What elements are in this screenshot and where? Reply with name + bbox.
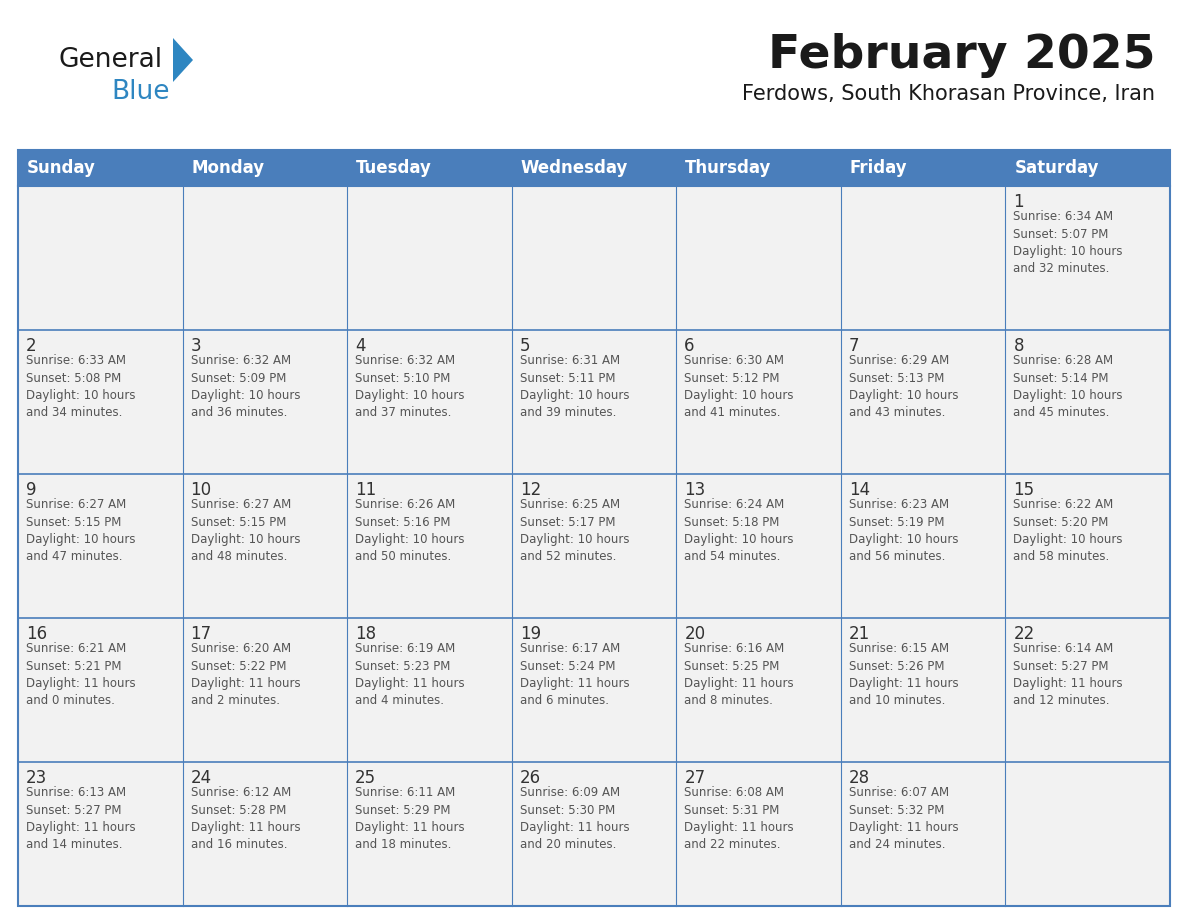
Text: Sunrise: 6:27 AM
Sunset: 5:15 PM
Daylight: 10 hours
and 47 minutes.: Sunrise: 6:27 AM Sunset: 5:15 PM Dayligh… xyxy=(26,498,135,564)
Text: Sunrise: 6:29 AM
Sunset: 5:13 PM
Daylight: 10 hours
and 43 minutes.: Sunrise: 6:29 AM Sunset: 5:13 PM Dayligh… xyxy=(849,354,959,420)
Text: Sunrise: 6:26 AM
Sunset: 5:16 PM
Daylight: 10 hours
and 50 minutes.: Sunrise: 6:26 AM Sunset: 5:16 PM Dayligh… xyxy=(355,498,465,564)
Text: Ferdows, South Khorasan Province, Iran: Ferdows, South Khorasan Province, Iran xyxy=(742,84,1155,104)
Text: 19: 19 xyxy=(519,625,541,643)
Text: 14: 14 xyxy=(849,481,870,499)
Text: Sunrise: 6:33 AM
Sunset: 5:08 PM
Daylight: 10 hours
and 34 minutes.: Sunrise: 6:33 AM Sunset: 5:08 PM Dayligh… xyxy=(26,354,135,420)
Text: 6: 6 xyxy=(684,337,695,355)
Text: Thursday: Thursday xyxy=(685,159,772,177)
Text: 7: 7 xyxy=(849,337,859,355)
Text: Sunrise: 6:19 AM
Sunset: 5:23 PM
Daylight: 11 hours
and 4 minutes.: Sunrise: 6:19 AM Sunset: 5:23 PM Dayligh… xyxy=(355,642,465,708)
Text: 4: 4 xyxy=(355,337,366,355)
Text: Sunrise: 6:30 AM
Sunset: 5:12 PM
Daylight: 10 hours
and 41 minutes.: Sunrise: 6:30 AM Sunset: 5:12 PM Dayligh… xyxy=(684,354,794,420)
Text: Sunrise: 6:27 AM
Sunset: 5:15 PM
Daylight: 10 hours
and 48 minutes.: Sunrise: 6:27 AM Sunset: 5:15 PM Dayligh… xyxy=(190,498,301,564)
Bar xyxy=(18,186,1170,330)
Text: Sunrise: 6:21 AM
Sunset: 5:21 PM
Daylight: 11 hours
and 0 minutes.: Sunrise: 6:21 AM Sunset: 5:21 PM Dayligh… xyxy=(26,642,135,708)
Text: Sunrise: 6:23 AM
Sunset: 5:19 PM
Daylight: 10 hours
and 56 minutes.: Sunrise: 6:23 AM Sunset: 5:19 PM Dayligh… xyxy=(849,498,959,564)
Text: 11: 11 xyxy=(355,481,377,499)
Text: 24: 24 xyxy=(190,769,211,787)
Text: Sunrise: 6:24 AM
Sunset: 5:18 PM
Daylight: 10 hours
and 54 minutes.: Sunrise: 6:24 AM Sunset: 5:18 PM Dayligh… xyxy=(684,498,794,564)
Text: 5: 5 xyxy=(519,337,530,355)
Text: Tuesday: Tuesday xyxy=(356,159,432,177)
Text: 9: 9 xyxy=(26,481,37,499)
Bar xyxy=(18,618,1170,762)
Text: Saturday: Saturday xyxy=(1015,159,1099,177)
Text: 16: 16 xyxy=(26,625,48,643)
Text: Sunrise: 6:17 AM
Sunset: 5:24 PM
Daylight: 11 hours
and 6 minutes.: Sunrise: 6:17 AM Sunset: 5:24 PM Dayligh… xyxy=(519,642,630,708)
Text: Friday: Friday xyxy=(849,159,908,177)
Bar xyxy=(18,762,1170,906)
Text: 2: 2 xyxy=(26,337,37,355)
Text: General: General xyxy=(58,47,162,73)
Text: Sunrise: 6:20 AM
Sunset: 5:22 PM
Daylight: 11 hours
and 2 minutes.: Sunrise: 6:20 AM Sunset: 5:22 PM Dayligh… xyxy=(190,642,301,708)
Text: 17: 17 xyxy=(190,625,211,643)
Bar xyxy=(18,150,1170,186)
Text: Sunrise: 6:22 AM
Sunset: 5:20 PM
Daylight: 10 hours
and 58 minutes.: Sunrise: 6:22 AM Sunset: 5:20 PM Dayligh… xyxy=(1013,498,1123,564)
Bar xyxy=(18,150,1170,906)
Text: 8: 8 xyxy=(1013,337,1024,355)
Text: Sunrise: 6:28 AM
Sunset: 5:14 PM
Daylight: 10 hours
and 45 minutes.: Sunrise: 6:28 AM Sunset: 5:14 PM Dayligh… xyxy=(1013,354,1123,420)
Text: 20: 20 xyxy=(684,625,706,643)
Text: Sunrise: 6:31 AM
Sunset: 5:11 PM
Daylight: 10 hours
and 39 minutes.: Sunrise: 6:31 AM Sunset: 5:11 PM Dayligh… xyxy=(519,354,630,420)
Text: 22: 22 xyxy=(1013,625,1035,643)
Text: Sunrise: 6:16 AM
Sunset: 5:25 PM
Daylight: 11 hours
and 8 minutes.: Sunrise: 6:16 AM Sunset: 5:25 PM Dayligh… xyxy=(684,642,794,708)
Text: 12: 12 xyxy=(519,481,541,499)
Text: Sunrise: 6:11 AM
Sunset: 5:29 PM
Daylight: 11 hours
and 18 minutes.: Sunrise: 6:11 AM Sunset: 5:29 PM Dayligh… xyxy=(355,786,465,852)
Text: 26: 26 xyxy=(519,769,541,787)
Text: Sunrise: 6:25 AM
Sunset: 5:17 PM
Daylight: 10 hours
and 52 minutes.: Sunrise: 6:25 AM Sunset: 5:17 PM Dayligh… xyxy=(519,498,630,564)
Text: February 2025: February 2025 xyxy=(767,33,1155,79)
Text: 28: 28 xyxy=(849,769,870,787)
Text: Sunrise: 6:07 AM
Sunset: 5:32 PM
Daylight: 11 hours
and 24 minutes.: Sunrise: 6:07 AM Sunset: 5:32 PM Dayligh… xyxy=(849,786,959,852)
Text: 23: 23 xyxy=(26,769,48,787)
Bar xyxy=(18,474,1170,618)
Text: 10: 10 xyxy=(190,481,211,499)
Text: Wednesday: Wednesday xyxy=(520,159,628,177)
Text: Sunrise: 6:09 AM
Sunset: 5:30 PM
Daylight: 11 hours
and 20 minutes.: Sunrise: 6:09 AM Sunset: 5:30 PM Dayligh… xyxy=(519,786,630,852)
Text: Sunrise: 6:32 AM
Sunset: 5:09 PM
Daylight: 10 hours
and 36 minutes.: Sunrise: 6:32 AM Sunset: 5:09 PM Dayligh… xyxy=(190,354,301,420)
Text: 25: 25 xyxy=(355,769,377,787)
Polygon shape xyxy=(173,38,192,82)
Text: Sunrise: 6:32 AM
Sunset: 5:10 PM
Daylight: 10 hours
and 37 minutes.: Sunrise: 6:32 AM Sunset: 5:10 PM Dayligh… xyxy=(355,354,465,420)
Text: Sunday: Sunday xyxy=(27,159,96,177)
Text: Sunrise: 6:08 AM
Sunset: 5:31 PM
Daylight: 11 hours
and 22 minutes.: Sunrise: 6:08 AM Sunset: 5:31 PM Dayligh… xyxy=(684,786,794,852)
Text: 15: 15 xyxy=(1013,481,1035,499)
Text: 27: 27 xyxy=(684,769,706,787)
Text: Sunrise: 6:15 AM
Sunset: 5:26 PM
Daylight: 11 hours
and 10 minutes.: Sunrise: 6:15 AM Sunset: 5:26 PM Dayligh… xyxy=(849,642,959,708)
Text: Sunrise: 6:14 AM
Sunset: 5:27 PM
Daylight: 11 hours
and 12 minutes.: Sunrise: 6:14 AM Sunset: 5:27 PM Dayligh… xyxy=(1013,642,1123,708)
Text: 13: 13 xyxy=(684,481,706,499)
Text: 18: 18 xyxy=(355,625,377,643)
Bar xyxy=(18,330,1170,474)
Text: 21: 21 xyxy=(849,625,870,643)
Text: Monday: Monday xyxy=(191,159,265,177)
Text: Blue: Blue xyxy=(110,79,170,105)
Text: Sunrise: 6:12 AM
Sunset: 5:28 PM
Daylight: 11 hours
and 16 minutes.: Sunrise: 6:12 AM Sunset: 5:28 PM Dayligh… xyxy=(190,786,301,852)
Text: Sunrise: 6:34 AM
Sunset: 5:07 PM
Daylight: 10 hours
and 32 minutes.: Sunrise: 6:34 AM Sunset: 5:07 PM Dayligh… xyxy=(1013,210,1123,275)
Text: 1: 1 xyxy=(1013,193,1024,211)
Text: 3: 3 xyxy=(190,337,201,355)
Text: Sunrise: 6:13 AM
Sunset: 5:27 PM
Daylight: 11 hours
and 14 minutes.: Sunrise: 6:13 AM Sunset: 5:27 PM Dayligh… xyxy=(26,786,135,852)
